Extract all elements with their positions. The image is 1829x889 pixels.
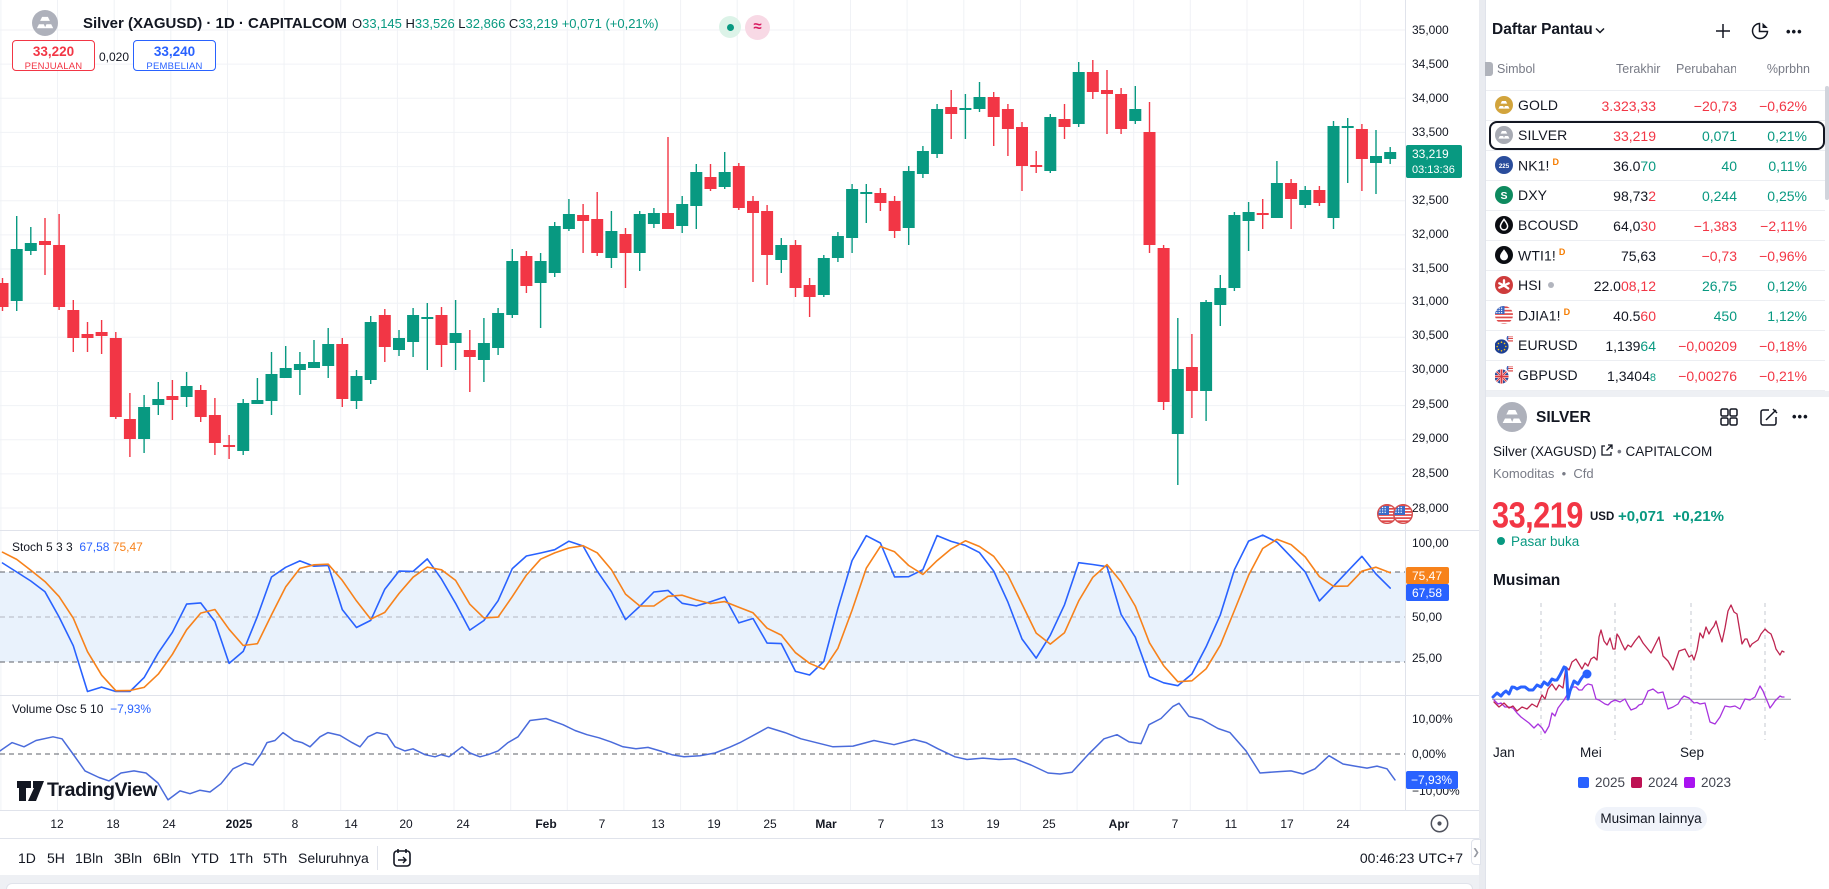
svg-text:35,000: 35,000	[1412, 23, 1449, 37]
svg-text:10,00%: 10,00%	[1412, 712, 1453, 726]
svg-text:29,000: 29,000	[1412, 431, 1449, 445]
svg-text:S: S	[1500, 190, 1507, 202]
svg-text:28,000: 28,000	[1412, 501, 1449, 515]
svg-text:75,47: 75,47	[1412, 569, 1442, 583]
svg-text:29,500: 29,500	[1412, 397, 1449, 411]
svg-text:34,500: 34,500	[1412, 57, 1449, 71]
svg-text:33,219: 33,219	[1412, 147, 1449, 161]
svg-text:TradingView: TradingView	[47, 779, 158, 801]
svg-text:32,500: 32,500	[1412, 193, 1449, 207]
svg-text:33,500: 33,500	[1412, 125, 1449, 139]
svg-text:34,000: 34,000	[1412, 91, 1449, 105]
svg-text:03:13:36: 03:13:36	[1412, 164, 1455, 176]
svg-text:0,00%: 0,00%	[1412, 747, 1446, 761]
svg-text:30,500: 30,500	[1412, 328, 1449, 342]
svg-text:25,00: 25,00	[1412, 651, 1442, 665]
svg-text:31,000: 31,000	[1412, 294, 1449, 308]
svg-text:100,00: 100,00	[1412, 536, 1449, 550]
svg-text:30,000: 30,000	[1412, 362, 1449, 376]
svg-text:32,000: 32,000	[1412, 227, 1449, 241]
svg-text:28,500: 28,500	[1412, 466, 1449, 480]
svg-text:50,00: 50,00	[1412, 610, 1442, 624]
svg-text:31,500: 31,500	[1412, 261, 1449, 275]
svg-text:−7,93%: −7,93%	[1411, 773, 1452, 787]
svg-text:225: 225	[1499, 163, 1510, 170]
svg-text:67,58: 67,58	[1412, 586, 1442, 600]
